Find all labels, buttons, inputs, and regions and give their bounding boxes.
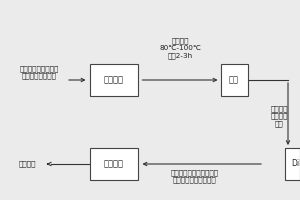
- Text: DiMetal-: DiMetal-: [291, 160, 300, 168]
- FancyBboxPatch shape: [220, 64, 248, 96]
- Text: 按照一定比例在行星
球磨机中进行混合: 按照一定比例在行星 球磨机中进行混合: [19, 65, 59, 79]
- Text: 开始打印: 开始打印: [104, 160, 124, 168]
- FancyBboxPatch shape: [90, 64, 138, 96]
- Text: 烘干箱中
80℃-100℃
烘干2-3h: 烘干箱中 80℃-100℃ 烘干2-3h: [159, 37, 201, 59]
- Text: 导入打印数据和设置好打
印参数，通入氮气排氧: 导入打印数据和设置好打 印参数，通入氮气排氧: [171, 169, 219, 183]
- Text: 放入打印
机的粉末
缸中: 放入打印 机的粉末 缸中: [270, 105, 288, 127]
- FancyBboxPatch shape: [285, 148, 300, 180]
- Text: 烘干: 烘干: [229, 75, 239, 84]
- Text: 打印结束: 打印结束: [18, 161, 36, 167]
- Text: 混合粉末: 混合粉末: [104, 75, 124, 84]
- FancyBboxPatch shape: [90, 148, 138, 180]
